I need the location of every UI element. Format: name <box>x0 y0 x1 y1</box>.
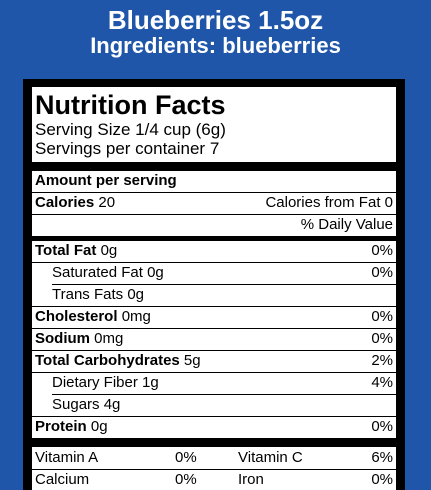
calories-value: 20 <box>98 194 116 211</box>
nutrient-name: Total Fat <box>35 242 97 259</box>
nutrient-amount: 0g <box>147 264 164 281</box>
divider <box>32 469 396 470</box>
nutrient-name: Sugars <box>52 396 100 413</box>
vitamin-daily-value: 0% <box>175 471 197 488</box>
nutrient-amount: 0g <box>90 418 108 435</box>
thick-divider <box>32 438 396 447</box>
mineral-row: Calcium 0% Iron 0% <box>32 470 396 490</box>
nutrient-name: Protein <box>35 418 87 435</box>
product-title: Blueberries 1.5oz <box>107 5 324 35</box>
daily-value-header-row: % Daily Value <box>32 215 396 235</box>
nutrient-name: Dietary Fiber <box>52 374 138 391</box>
vitamin-daily-value: 0% <box>175 449 197 466</box>
nutrient-daily-value: 0% <box>371 308 393 325</box>
nutrient-name: Trans Fats <box>52 286 124 303</box>
calories-label: Calories <box>35 194 95 211</box>
nutrient-row-total-fat: Total Fat 0g 0% <box>32 241 396 261</box>
vitamin-name: Vitamin A <box>35 449 99 466</box>
nutrient-amount: 0mg <box>121 308 151 325</box>
nutrient-row-saturated-fat: Saturated Fat 0g 0% <box>32 263 396 283</box>
nutrition-facts-panel: Nutrition Facts Serving Size 1/4 cup (6g… <box>23 79 405 490</box>
nutrient-daily-value: 0% <box>371 418 393 435</box>
vitamin-name: Calcium <box>35 471 90 488</box>
vitamin-daily-value: 6% <box>371 449 393 466</box>
nutrient-row-dietary-fiber: Dietary Fiber 1g 4% <box>32 373 396 393</box>
vitamin-row: Vitamin A 0% Vitamin C 6% <box>32 448 396 468</box>
nutrient-row-sugars: Sugars 4g <box>32 395 396 415</box>
divider <box>32 416 396 417</box>
nutrient-row-trans-fats: Trans Fats 0g <box>32 285 396 305</box>
nutrient-daily-value: 0% <box>371 242 393 259</box>
divider <box>32 192 396 193</box>
nutrient-amount: 0g <box>100 242 118 259</box>
divider <box>32 350 396 351</box>
nutrition-facts-title: Nutrition Facts <box>35 90 226 120</box>
amount-per-serving-label: Amount per serving <box>35 172 177 189</box>
divider <box>32 306 396 307</box>
nutrient-amount: 0mg <box>94 330 124 347</box>
nutrition-facts-label: Nutrition Facts Serving Size 1/4 cup (6g… <box>32 87 396 490</box>
nutrient-daily-value: 2% <box>371 352 393 369</box>
divider <box>32 328 396 329</box>
amount-per-serving-row: Amount per serving <box>32 171 396 191</box>
divider <box>32 214 396 215</box>
nutrient-name: Cholesterol <box>35 308 118 325</box>
divider <box>52 394 396 395</box>
nutrient-daily-value: 0% <box>371 264 393 281</box>
calories-row: Calories 20 Calories from Fat 0 <box>32 193 396 213</box>
nutrient-row-protein: Protein 0g 0% <box>32 417 396 437</box>
nutrient-name: Saturated Fat <box>52 264 143 281</box>
nutrient-name: Sodium <box>35 330 90 347</box>
servings-per-container: Servings per container 7 <box>35 139 220 158</box>
nutrient-amount: 5g <box>183 352 201 369</box>
calories-from-fat: Calories from Fat 0 <box>265 194 393 211</box>
daily-value-header: % Daily Value <box>300 216 393 233</box>
thick-divider <box>32 162 396 171</box>
nutrient-daily-value: 0% <box>371 330 393 347</box>
ingredients-line: Ingredients: blueberries <box>90 33 341 58</box>
vitamin-daily-value: 0% <box>371 471 393 488</box>
product-header: Blueberries 1.5oz Ingredients: blueberri… <box>0 6 431 58</box>
divider <box>32 372 396 373</box>
nutrient-daily-value: 4% <box>371 374 393 391</box>
divider <box>32 262 396 263</box>
nutrient-row-cholesterol: Cholesterol 0mg 0% <box>32 307 396 327</box>
divider <box>52 284 396 285</box>
nutrient-row-sodium: Sodium 0mg 0% <box>32 329 396 349</box>
medium-divider <box>32 236 396 241</box>
nutrient-amount: 0g <box>127 286 144 303</box>
nutrient-amount: 4g <box>103 396 121 413</box>
nutrient-amount: 1g <box>142 374 159 391</box>
nutrient-row-total-carbohydrates: Total Carbohydrates 5g 2% <box>32 351 396 371</box>
nutrient-name: Total Carbohydrates <box>35 352 180 369</box>
vitamin-name: Iron <box>238 471 264 488</box>
vitamin-name: Vitamin C <box>238 449 303 466</box>
serving-size: Serving Size 1/4 cup (6g) <box>35 120 226 139</box>
